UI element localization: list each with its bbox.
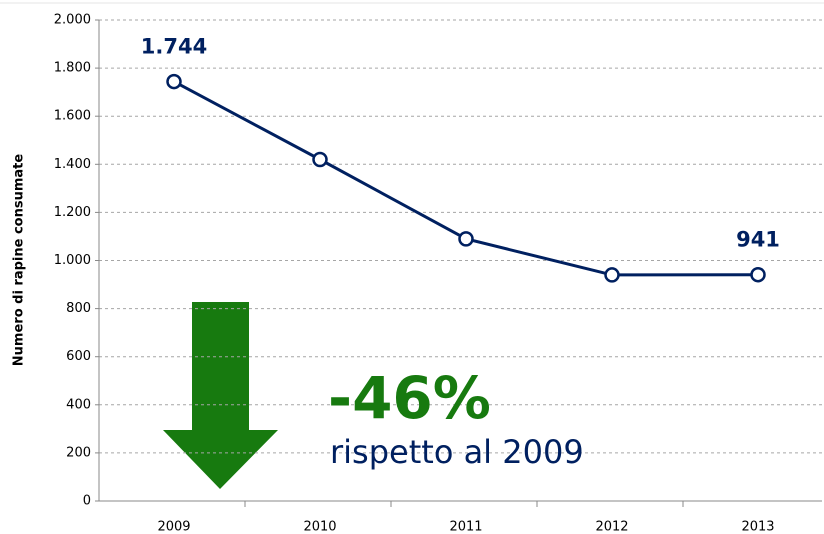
y-tick-label: 600: [66, 349, 91, 364]
data-label: 941: [736, 228, 780, 252]
y-tick-label: 400: [66, 397, 91, 412]
y-tick-label: 1.000: [54, 253, 91, 268]
y-tick-label: 1.600: [54, 109, 91, 124]
y-tick-label: 1.200: [54, 205, 91, 220]
data-point: [312, 151, 328, 168]
annotation-text: rispetto al 2009: [330, 433, 584, 471]
y-tick-label: 1.400: [54, 157, 91, 172]
x-tick-label: 2011: [449, 520, 482, 534]
x-tick-label: 2009: [157, 520, 190, 534]
y-axis-label: Numero di rapine consumate: [12, 154, 27, 367]
y-tick-label: 200: [66, 445, 91, 460]
x-tick-label: 2013: [741, 520, 774, 534]
data-point: [750, 266, 766, 283]
x-tick-label: 2012: [595, 520, 628, 534]
down-arrow: [163, 302, 278, 489]
annotation-percent: -46%: [328, 364, 491, 432]
y-tick-label: 800: [66, 301, 91, 316]
data-point: [604, 267, 620, 283]
data-point: [458, 231, 474, 247]
y-tick-label: 2.000: [54, 13, 91, 28]
data-label: 1.744: [141, 35, 207, 59]
y-tick-label: 1.800: [54, 61, 91, 76]
data-point: [166, 73, 182, 90]
x-tick-label: 2010: [303, 520, 336, 534]
y-tick-label: 0: [83, 494, 91, 509]
